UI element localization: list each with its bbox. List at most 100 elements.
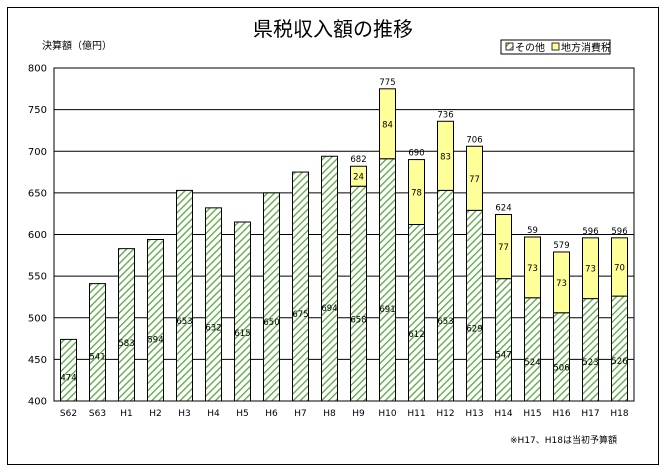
value-labels: 474 541 583 594 653 632 615 650 675 694 658 24 682 69… (60, 78, 627, 384)
data-label-total: 736 (437, 110, 453, 120)
data-label-total: 579 (553, 241, 569, 251)
x-tick-label: H12 (436, 409, 454, 419)
data-label-other: 506 (553, 363, 569, 373)
bar-other (176, 189, 193, 402)
bar-local-consumption-tax (524, 236, 541, 299)
legend-swatch-local-consumption-tax (551, 42, 560, 51)
y-tick-label: 650 (28, 188, 47, 199)
x-tick-label: H13 (465, 409, 483, 419)
bar-other (466, 209, 483, 402)
data-label-other: 632 (205, 324, 221, 334)
y-axis-label: 決算額（億円） (42, 39, 112, 52)
bar-local-consumption-tax (495, 214, 512, 280)
bar-other (611, 295, 628, 402)
data-label-other: 615 (234, 329, 250, 339)
bar-other (408, 224, 425, 402)
bar-other (553, 312, 570, 402)
legend: その他 地方消費税 (500, 39, 611, 55)
data-label-local-consumption-tax: 77 (498, 243, 509, 253)
bar-other (350, 185, 367, 402)
x-tick-label: H5 (236, 409, 249, 419)
data-label-local-consumption-tax: 24 (353, 173, 364, 183)
x-tick-label: S63 (89, 409, 106, 419)
data-label-total: 624 (495, 204, 511, 214)
footnote: ※H17、H18は当初予算額 (510, 434, 617, 446)
legend-swatch-other (505, 42, 514, 51)
bar-local-consumption-tax (379, 88, 396, 160)
x-tick-label: H4 (207, 409, 220, 419)
x-tick-label: H14 (494, 409, 512, 419)
y-tick-label: 550 (28, 272, 47, 283)
x-tick-label: H7 (294, 409, 307, 419)
bar-local-consumption-tax (582, 237, 599, 300)
bar-other (147, 238, 164, 402)
data-label-other: 650 (263, 318, 279, 328)
data-label-other: 583 (118, 339, 134, 349)
y-tick-label: 600 (28, 230, 47, 241)
data-label-other: 547 (495, 350, 511, 360)
bar-local-consumption-tax (437, 120, 454, 191)
y-tick-label: 400 (28, 397, 47, 408)
data-label-local-consumption-tax: 73 (585, 265, 596, 275)
x-tick-label: H8 (323, 409, 336, 419)
bars (60, 88, 628, 402)
bar-other (582, 298, 599, 402)
data-label-other: 629 (466, 325, 482, 335)
data-label-other: 653 (437, 317, 453, 327)
x-tick-labels: S62 S63 H1 H2 H3 H4 H5 H6 H7 H8 H9 H10 H11 H12 H13 H14 H… (60, 409, 629, 419)
data-label-local-consumption-tax: 78 (411, 189, 422, 199)
data-label-total: 775 (379, 78, 395, 88)
x-tick-label: H1 (120, 409, 133, 419)
legend-label-local-consumption-tax: 地方消費税 (561, 41, 611, 54)
y-tick-label: 700 (28, 147, 47, 158)
gridlines (54, 109, 634, 360)
data-label-local-consumption-tax: 83 (440, 152, 451, 162)
data-label-local-consumption-tax: 73 (556, 279, 567, 289)
data-label-other: 526 (611, 357, 627, 367)
data-label-other: 694 (321, 304, 337, 314)
legend-label-other: その他 (515, 41, 545, 54)
data-label-local-consumption-tax: 84 (382, 120, 393, 130)
x-tick-label: H6 (265, 409, 278, 419)
bar-other (263, 192, 280, 402)
data-label-other: 541 (89, 352, 105, 362)
x-tick-label: H18 (610, 409, 628, 419)
plot-border (53, 67, 635, 402)
plot-frame (53, 67, 635, 402)
bar-other (524, 297, 541, 402)
bar-other (205, 207, 222, 402)
bar-other (234, 221, 251, 402)
bar-other (292, 171, 309, 402)
data-label-other: 524 (524, 358, 540, 368)
y-tick-label: 500 (28, 313, 47, 324)
bar-local-consumption-tax (611, 237, 628, 297)
x-tick-label: H15 (523, 409, 541, 419)
bar-other (89, 283, 106, 402)
y-tick-label: 750 (28, 105, 47, 116)
data-label-local-consumption-tax: 77 (469, 175, 480, 185)
data-label-other: 653 (176, 317, 192, 327)
data-label-other: 675 (292, 310, 308, 320)
x-tick-label: H3 (178, 409, 191, 419)
data-label-total: 596 (611, 227, 627, 237)
bar-local-consumption-tax (466, 145, 483, 211)
y-tick-labels: 400 450 500 550 600 650 700 750 800 (28, 64, 47, 408)
x-tick-label: H10 (378, 409, 396, 419)
y-tick-label: 800 (28, 64, 47, 75)
bar-local-consumption-tax (408, 159, 425, 226)
data-label-other: 658 (350, 315, 366, 325)
bar-other (379, 158, 396, 402)
x-tick-label: H11 (407, 409, 425, 419)
bar-other (495, 278, 512, 402)
bar-other (118, 248, 135, 402)
data-label-other: 594 (147, 336, 163, 346)
x-tick-label: H2 (149, 409, 162, 419)
bar-other (321, 155, 338, 402)
data-label-other: 691 (379, 305, 395, 315)
data-label-other: 474 (60, 374, 76, 384)
data-label-total: 706 (466, 135, 482, 145)
data-label-local-consumption-tax: 73 (527, 264, 538, 274)
x-tick-label: H9 (352, 409, 365, 419)
data-label-other: 612 (408, 330, 424, 340)
